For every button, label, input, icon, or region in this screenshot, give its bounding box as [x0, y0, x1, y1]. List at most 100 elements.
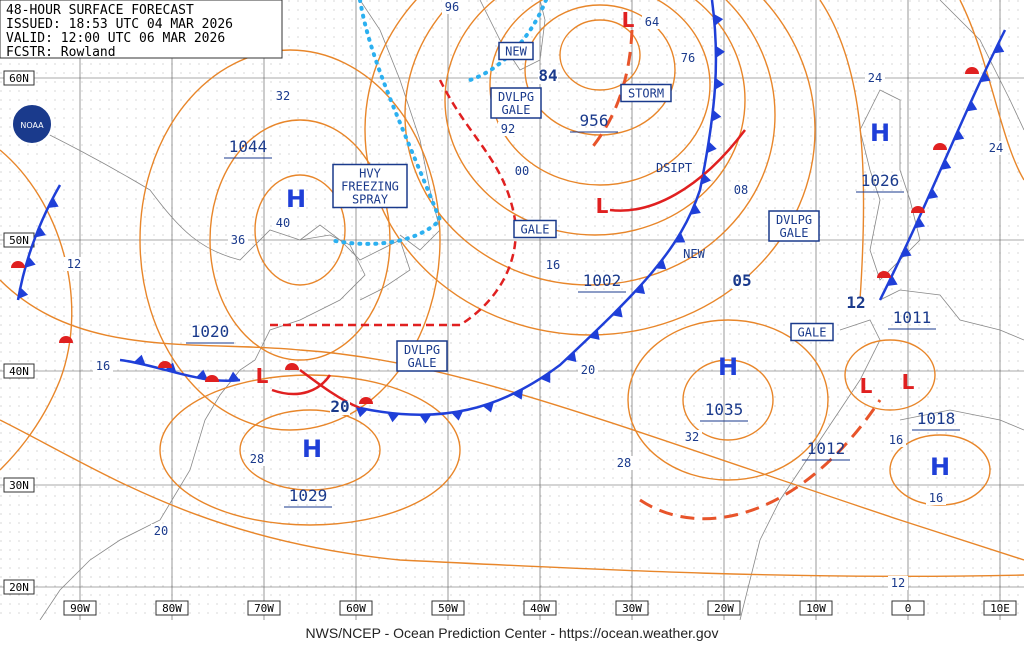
isobar-label: 16 [546, 258, 560, 272]
labels: H1044H1029H1035H1026H1018L956L1002L1020L… [64, 0, 1006, 590]
lat-label: 40N [9, 365, 29, 378]
low-symbol: L [622, 8, 635, 32]
isobar-label: 16 [889, 433, 903, 447]
isobar-label: 92 [501, 122, 515, 136]
warning-box [790, 322, 834, 342]
low-symbol: L [256, 364, 269, 388]
central-pressure: 1044 [229, 137, 268, 156]
cold-front-triangle [655, 258, 667, 270]
lon-label: 60W [346, 602, 366, 615]
isobar-label: 24 [868, 71, 882, 85]
isobar-label-bg [273, 89, 293, 103]
lon-label: 20W [714, 602, 734, 615]
lat-label-box [3, 363, 35, 379]
central-pressure: 1020 [191, 322, 230, 341]
warm-front-bump [205, 375, 219, 382]
isobar-label-bg [926, 491, 946, 505]
isobar-label-bg [732, 275, 752, 289]
warning-box [513, 219, 557, 239]
warm-front-bump [965, 67, 979, 74]
isobar-label: 40 [276, 216, 290, 230]
cold-front-triangle [713, 13, 724, 26]
isobar-label: 20 [154, 524, 168, 538]
high-symbol: H [718, 353, 738, 381]
header-valid: VALID: 12:00 UTC 06 MAR 2026 [6, 31, 225, 46]
cold-front-triangle [47, 197, 59, 209]
lon-label: 10E [990, 602, 1010, 615]
cold-front-triangle [966, 100, 978, 112]
cold-front-triangle [227, 371, 240, 382]
isobar-label-bg [442, 0, 462, 14]
isobar-label-bg [888, 576, 908, 590]
lon-label: 10W [806, 602, 826, 615]
warning-text: GALE [408, 356, 437, 370]
cold-front-triangle [451, 410, 464, 421]
isobar-label-bg [93, 359, 113, 373]
header-box [0, 0, 283, 59]
central-pressure: 1011 [893, 308, 932, 327]
front-markers [11, 13, 1005, 424]
central-pressure: 1012 [807, 439, 846, 458]
warning-box [490, 87, 542, 119]
isobar-label: 05 [732, 271, 751, 290]
warning-text: HVY [359, 167, 381, 181]
isobar-label: 24 [989, 141, 1003, 155]
lon-label: 0 [905, 602, 912, 615]
header-issued: ISSUED: 18:53 UTC 04 MAR 2026 [6, 17, 233, 32]
isobar-label: 12 [846, 293, 865, 312]
footer: NWS/NCEP - Ocean Prediction Center - htt… [306, 625, 719, 641]
isobar-label: 76 [681, 51, 695, 65]
cold-front-triangle [540, 372, 551, 383]
lon-label-box [523, 600, 557, 616]
grid: 90W 80W 70W 60W 50W 40W 30W 20W 10W 0 10E60N50N40N… [0, 0, 1024, 620]
isobar-label: 64 [645, 15, 659, 29]
lon-label-box [63, 600, 97, 616]
isobar-label-bg [678, 51, 698, 65]
warning-text: GALE [798, 326, 827, 340]
lat-label: 60N [9, 72, 29, 85]
lon-label: 80W [162, 602, 182, 615]
cold-front-triangle [900, 246, 912, 258]
warm-front-bump [877, 271, 891, 278]
isobar-label-bg [228, 233, 248, 247]
isobar-label-bg [846, 297, 866, 311]
cold-front-triangle [482, 402, 494, 413]
central-pressure: 956 [580, 111, 609, 130]
isobar-label: 32 [685, 430, 699, 444]
isobar-label-bg [642, 15, 662, 29]
low-symbol: L [860, 374, 873, 398]
warm-front-bump [59, 336, 73, 343]
warning-text: STORM [628, 87, 664, 101]
annotation: NEW [683, 247, 705, 261]
lon-label-box [891, 600, 925, 616]
cold-front-triangle [706, 141, 717, 154]
central-pressure: 1026 [861, 171, 900, 190]
lon-label-box [155, 600, 189, 616]
lon-label-box [247, 600, 281, 616]
lat-label-box [3, 70, 35, 86]
warning-box [332, 163, 408, 209]
isobar-label-bg [273, 216, 293, 230]
warning-text: DVLPG [776, 213, 812, 227]
warning-text: SPRAY [352, 193, 389, 207]
isobar-label-bg [498, 122, 518, 136]
cold-front-triangle [387, 412, 400, 423]
low-symbol: L [596, 194, 609, 218]
cold-front-triangle [25, 256, 36, 268]
isobar-label-bg [986, 141, 1006, 155]
isobar-label: 16 [929, 491, 943, 505]
isobar-label: 20 [330, 397, 349, 416]
lon-label-box [339, 600, 373, 616]
warning-text: NEW [505, 45, 527, 59]
warm-front-bump [285, 363, 299, 370]
cold-front-triangle [35, 226, 46, 238]
lon-label-box [707, 600, 741, 616]
warning-text: DVLPG [498, 90, 534, 104]
isobar-label-bg [64, 257, 84, 271]
cold-front-triangle [355, 407, 368, 418]
isobar-label-bg [865, 71, 885, 85]
isobar-label: 12 [67, 257, 81, 271]
high-symbol: H [870, 119, 890, 147]
cold-front-triangle [927, 188, 939, 200]
